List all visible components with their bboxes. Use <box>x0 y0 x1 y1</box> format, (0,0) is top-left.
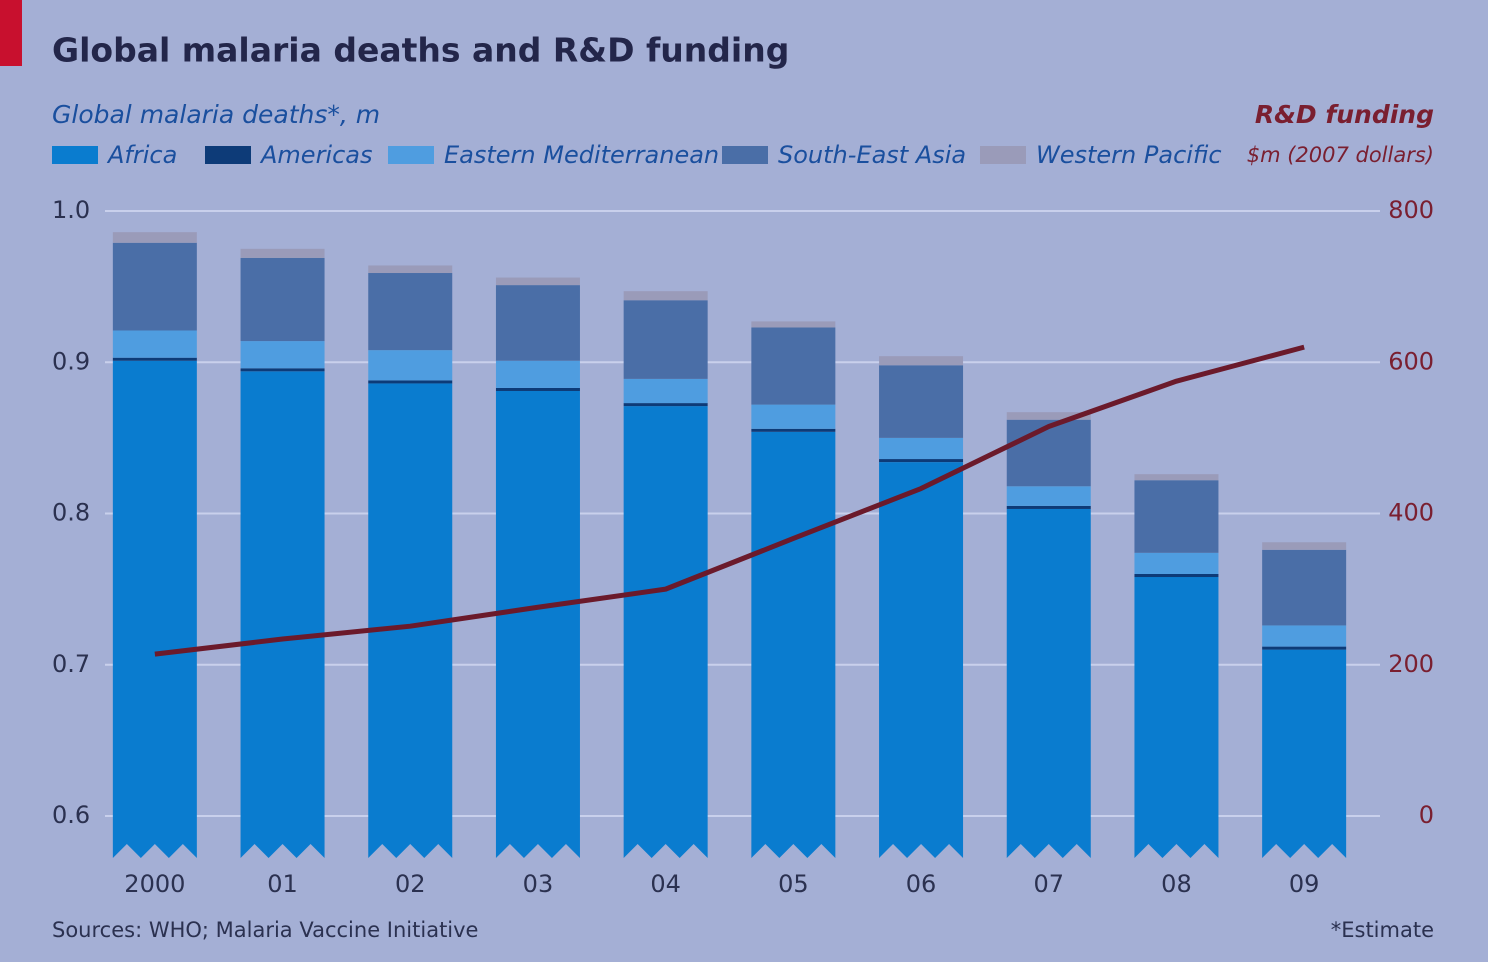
bar-segment <box>879 365 964 438</box>
brand-tab <box>0 0 22 66</box>
bar-segment <box>112 360 197 858</box>
bar-segment <box>112 242 197 331</box>
bar-segment <box>240 257 325 342</box>
x-tick-label: 02 <box>395 870 426 898</box>
y-tick-label: 1.0 <box>52 196 90 224</box>
y-tick-label: 0.9 <box>52 347 90 375</box>
legend-label: Americas <box>259 141 373 169</box>
bar-segment <box>1134 552 1219 574</box>
funding-line <box>154 344 1305 657</box>
y2-tick-label: 600 <box>1388 347 1434 375</box>
bar-segment <box>1262 542 1347 550</box>
legend-swatch <box>980 146 1026 164</box>
bar-segment <box>623 300 708 379</box>
bar-segment <box>240 248 325 258</box>
bar-segment <box>240 371 325 858</box>
bar-segment <box>495 277 580 286</box>
bar-segment <box>1262 549 1347 626</box>
y2-tick-label: 200 <box>1388 650 1434 678</box>
y2-axis-label: $m (2007 dollars) <box>1247 143 1434 167</box>
bar-segment <box>1262 625 1347 647</box>
bar-segment <box>1006 508 1091 858</box>
bar-segment <box>1262 649 1347 858</box>
x-tick-label: 2000 <box>124 870 185 898</box>
y2-tick-label: 800 <box>1388 196 1434 224</box>
y-tick-label: 0.8 <box>52 499 90 527</box>
y-tick-label: 0.7 <box>52 650 90 678</box>
bar-segment <box>623 291 708 301</box>
bar-segment <box>495 387 580 391</box>
bar-segment <box>495 285 580 361</box>
y-tick-label: 0.6 <box>52 801 90 829</box>
bar-segment <box>368 350 453 381</box>
bar-segment <box>1134 577 1219 858</box>
bar-segment <box>368 273 453 351</box>
bar-segment <box>1262 646 1347 650</box>
bar-segment <box>240 368 325 372</box>
bar-segment <box>751 327 836 405</box>
bar-segment <box>368 383 453 858</box>
bar-segment <box>623 378 708 404</box>
legend-swatch <box>52 146 98 164</box>
y2-tick-label: 0 <box>1419 801 1434 829</box>
bar-segment <box>879 459 964 463</box>
x-tick-label: 01 <box>267 870 298 898</box>
legend-label: Eastern Mediterranean <box>444 141 719 169</box>
bar-segment <box>1134 480 1219 553</box>
source: Sources: WHO; Malaria Vaccine Initiative <box>52 918 478 942</box>
bar-segment <box>1134 574 1219 578</box>
bar-segment <box>112 232 197 243</box>
bar-segment <box>751 431 836 858</box>
x-tick-label: 08 <box>1161 870 1192 898</box>
x-tick-label: 06 <box>906 870 937 898</box>
x-tick-label: 05 <box>778 870 809 898</box>
bar-segment <box>112 330 197 358</box>
bar-segment <box>751 321 836 328</box>
y2-series-name: R&D funding <box>1255 100 1434 129</box>
chart-title: Global malaria deaths and R&D funding <box>52 31 789 70</box>
bar-segment <box>1006 486 1091 506</box>
bar-segment <box>368 265 453 274</box>
bar-segment <box>368 380 453 384</box>
legend-swatch <box>205 146 251 164</box>
bar-segment <box>879 356 964 366</box>
x-tick-label: 09 <box>1289 870 1320 898</box>
note: *Estimate <box>1331 918 1434 942</box>
bar-segment <box>751 404 836 429</box>
bar-segment <box>1006 505 1091 509</box>
bar-segment <box>751 428 836 432</box>
bar-segment <box>495 360 580 388</box>
legend-swatch <box>388 146 434 164</box>
bar-segment <box>623 403 708 407</box>
x-tick-label: 03 <box>523 870 554 898</box>
legend-label: South-East Asia <box>778 141 966 169</box>
legend-swatch <box>722 146 768 164</box>
bar-segment <box>240 341 325 369</box>
bar-segment <box>1006 412 1091 420</box>
bar-segment <box>623 406 708 858</box>
x-tick-label: 04 <box>650 870 681 898</box>
bar-segment <box>879 437 964 460</box>
bar-segment <box>495 390 580 858</box>
bar-segment <box>879 462 964 858</box>
legend-label: Africa <box>106 141 177 169</box>
bar-segment <box>112 357 197 361</box>
bar-segment <box>1006 419 1091 487</box>
y-axis-label: Global malaria deaths*, m <box>52 100 380 129</box>
legend-label: Western Pacific <box>1036 141 1222 169</box>
x-tick-label: 07 <box>1033 870 1064 898</box>
bar-segment <box>1134 474 1219 481</box>
y2-tick-label: 400 <box>1388 499 1434 527</box>
